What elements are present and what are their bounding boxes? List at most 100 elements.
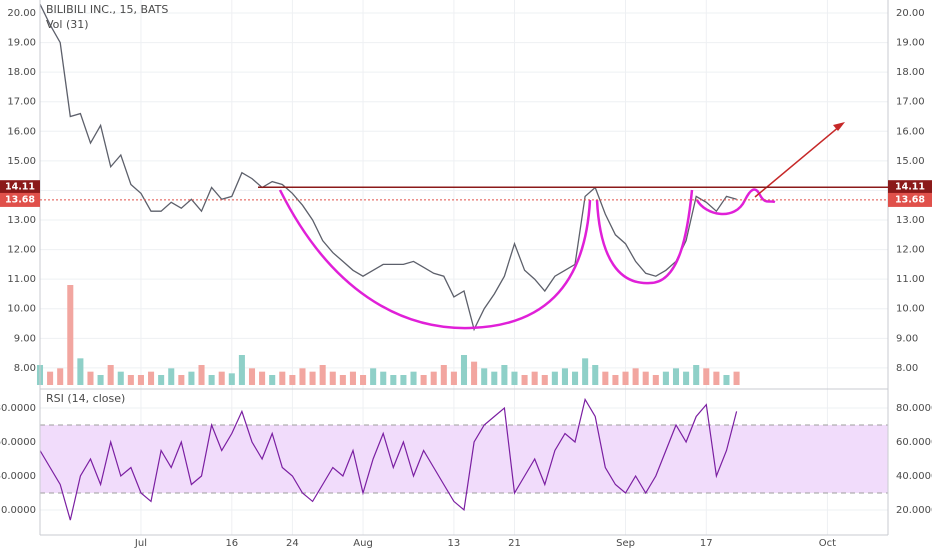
volume-bar xyxy=(672,368,680,385)
y-tick-label: 13.00 xyxy=(7,215,36,226)
cup-curve xyxy=(595,189,694,285)
x-tick-label: 24 xyxy=(286,538,299,549)
volume-bar xyxy=(592,365,599,385)
volume-bar xyxy=(127,375,134,385)
volume-bar xyxy=(440,365,447,385)
price-label: 13.68 xyxy=(895,194,925,205)
y-tick-label: 8.00 xyxy=(14,363,36,374)
y-tick-label: 60.0000 xyxy=(0,437,36,448)
rsi-label: RSI (14, close) xyxy=(46,392,125,405)
x-tick-label: Aug xyxy=(353,538,373,549)
price-line xyxy=(39,3,737,332)
y-tick-label: 19.00 xyxy=(7,38,36,49)
volume-bar xyxy=(349,371,356,385)
volume-bar xyxy=(87,371,94,385)
marks xyxy=(36,3,740,521)
volume-label: Vol (31) xyxy=(46,18,89,31)
y-tick-label: 11.00 xyxy=(7,274,36,285)
volume-bar xyxy=(511,371,518,385)
volume-bar xyxy=(622,371,629,385)
volume-bar xyxy=(410,371,417,385)
y-tick-label: 15.00 xyxy=(896,156,925,167)
volume-bar xyxy=(582,358,589,385)
y-tick-label: 9.00 xyxy=(14,333,36,344)
price-label-box xyxy=(888,192,932,207)
handle-curve xyxy=(695,188,776,216)
x-tick-label: 21 xyxy=(508,538,521,549)
volume-bar xyxy=(269,375,276,385)
y-tick-label: 20.00 xyxy=(896,8,925,19)
price-label-box xyxy=(0,192,40,207)
price-label: 14.11 xyxy=(895,182,925,193)
x-tick-label: 13 xyxy=(448,538,461,549)
y-tick-label: 80.0000 xyxy=(0,403,36,414)
volume-bar xyxy=(733,371,740,385)
volume-bar xyxy=(107,365,114,385)
x-tick-label: Oct xyxy=(819,538,836,549)
volume-bar xyxy=(158,375,165,385)
volume-bar xyxy=(259,371,266,385)
y-tick-label: 12.00 xyxy=(896,245,925,256)
y-tick-label: 10.00 xyxy=(896,304,925,315)
volume-bar xyxy=(460,355,468,385)
volume-bar xyxy=(137,375,144,385)
y-tick-label: 17.00 xyxy=(7,97,36,108)
volume-bar xyxy=(531,371,538,385)
volume-bar xyxy=(602,371,609,385)
y-tick-label: 15.00 xyxy=(7,156,36,167)
rsi-line xyxy=(39,397,738,521)
volume-bar xyxy=(652,375,659,385)
volume-bar xyxy=(238,355,245,385)
y-tick-label: 13.00 xyxy=(896,215,925,226)
y-tick-label: 60.0000 xyxy=(896,437,932,448)
volume-bar xyxy=(390,375,397,385)
volume-bar xyxy=(117,371,124,385)
y-tick-label: 20.00 xyxy=(7,8,36,19)
x-tick-label: 16 xyxy=(225,538,238,549)
volume-bar xyxy=(541,375,548,385)
y-tick-label: 18.00 xyxy=(7,67,36,78)
volume-bar xyxy=(551,371,558,385)
volume-bar xyxy=(430,371,437,385)
arrow-line xyxy=(754,125,841,198)
volume-bar xyxy=(693,365,700,385)
y-tick-label: 18.00 xyxy=(896,67,925,78)
x-tick-label: 17 xyxy=(700,538,713,549)
x-tick-label: Sep xyxy=(616,538,635,549)
y-tick-label: 10.00 xyxy=(7,304,36,315)
y-tick-label: 8.00 xyxy=(896,363,918,374)
volume-bar xyxy=(248,368,256,385)
chart-title: BILIBILI INC., 15, BATS xyxy=(46,3,168,16)
volume-bar xyxy=(612,375,619,385)
volume-bar xyxy=(47,371,54,385)
y-tick-label: 11.00 xyxy=(896,274,925,285)
volume-bar xyxy=(491,371,498,385)
volume-bar xyxy=(309,371,316,385)
price-label-box xyxy=(0,180,40,195)
volume-bar xyxy=(642,371,649,385)
drawings xyxy=(278,188,776,330)
volume-bar xyxy=(400,375,407,385)
volume-bar xyxy=(148,371,155,385)
volume-bar xyxy=(703,368,710,385)
volume-bar xyxy=(632,368,639,385)
volume-bar xyxy=(662,371,669,385)
y-tick-label: 20.0000 xyxy=(0,505,36,516)
volume-bar xyxy=(572,371,579,385)
volume-bar xyxy=(319,365,326,385)
volume-bar xyxy=(178,375,185,385)
volume-bar xyxy=(561,368,568,385)
volume-bar xyxy=(380,371,387,385)
volume-bar xyxy=(723,375,730,385)
volume-bar xyxy=(279,371,286,385)
volume-bar xyxy=(57,368,64,385)
volume-bar xyxy=(329,371,336,385)
volume-bar xyxy=(420,375,427,385)
volume-bar xyxy=(198,365,205,385)
volume-bar xyxy=(521,375,528,385)
y-tick-label: 20.0000 xyxy=(896,505,932,516)
y-tick-label: 19.00 xyxy=(896,38,925,49)
volume-bar xyxy=(713,371,720,385)
volume-bar xyxy=(299,368,306,385)
y-tick-label: 9.00 xyxy=(896,333,918,344)
